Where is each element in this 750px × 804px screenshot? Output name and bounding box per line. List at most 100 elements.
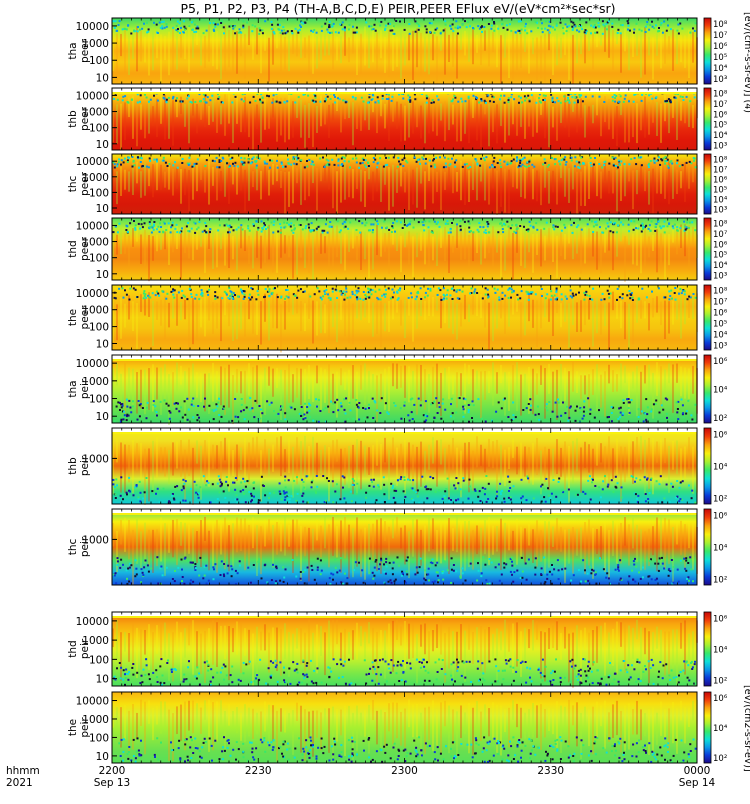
y-tick-label: 10 bbox=[96, 674, 109, 686]
y-tick-label: 10000 bbox=[76, 616, 109, 628]
colorbar-tick-label: 10⁶ bbox=[713, 357, 728, 367]
y-tick-label: 10000 bbox=[76, 358, 109, 370]
colorbar bbox=[704, 218, 711, 280]
colorbar bbox=[704, 285, 711, 350]
colorbar-tick-label: 10⁶ bbox=[713, 175, 728, 185]
colorbar bbox=[704, 355, 711, 423]
colorbar-label-peer: [eV/(cm²-s-sr-eV)] (4) bbox=[742, 12, 750, 113]
y-tick-label: 10 bbox=[96, 339, 109, 351]
colorbar-tick-label: 10⁶ bbox=[713, 431, 728, 441]
colorbar-tick-label: 10⁵ bbox=[713, 186, 727, 196]
x-tick-date-label: Sep 14 bbox=[679, 777, 716, 789]
colorbar-tick-label: 10⁷ bbox=[713, 298, 728, 308]
y-tick-label: 100 bbox=[89, 187, 109, 199]
colorbar-tick-label: 10⁴ bbox=[713, 131, 728, 141]
colorbar-tick-label: 10² bbox=[713, 575, 727, 585]
x-tick-label: 0000 bbox=[684, 765, 711, 777]
y-tick-label: 100 bbox=[89, 253, 109, 265]
y-tick-label: 10000 bbox=[76, 220, 109, 232]
colorbar-tick-label: 10³ bbox=[713, 206, 727, 216]
colorbar-tick-label: 10⁷ bbox=[713, 230, 728, 240]
y-axis-label: thepeer bbox=[67, 305, 91, 330]
colorbar-tick-label: 10⁷ bbox=[713, 31, 728, 41]
colorbar-tick-label: 10⁴ bbox=[713, 330, 728, 340]
y-tick-label: 10000 bbox=[76, 288, 109, 300]
colorbar-tick-label: 10³ bbox=[713, 142, 727, 152]
y-tick-label: 10 bbox=[96, 203, 109, 215]
colorbar-tick-label: 10⁶ bbox=[713, 614, 728, 624]
colorbar-tick-label: 10² bbox=[713, 677, 727, 687]
colorbar-tick-label: 10⁴ bbox=[713, 463, 728, 473]
y-axis-label: thapeer bbox=[67, 38, 91, 63]
colorbar-tick-label: 10⁶ bbox=[713, 694, 728, 704]
x-tick-label: 2200 bbox=[99, 765, 126, 777]
colorbar-tick-label: 10⁴ bbox=[713, 646, 728, 656]
colorbar-tick-label: 10⁷ bbox=[713, 165, 728, 175]
y-axis-label: thepeir bbox=[67, 717, 91, 738]
y-axis-label: thdpeir bbox=[67, 638, 91, 659]
colorbar bbox=[704, 428, 711, 504]
colorbar-tick-label: 10⁴ bbox=[713, 544, 728, 554]
colorbar-tick-label: 10⁶ bbox=[713, 309, 728, 319]
colorbar-tick-label: 10⁴ bbox=[713, 386, 728, 396]
x-tick-label: 2330 bbox=[537, 765, 564, 777]
y-axis-label: thcpeir bbox=[67, 536, 91, 557]
colorbar bbox=[704, 509, 711, 585]
y-tick-label: 100 bbox=[89, 654, 109, 666]
colorbar-tick-label: 10⁶ bbox=[713, 42, 728, 52]
y-axis-label: thbpeir bbox=[67, 455, 91, 476]
colorbar-tick-label: 10⁴ bbox=[713, 64, 728, 74]
y-tick-label: 100 bbox=[89, 322, 109, 334]
y-axis-label: thbpeer bbox=[67, 106, 91, 131]
colorbar bbox=[704, 612, 711, 686]
y-tick-label: 100 bbox=[89, 123, 109, 135]
y-tick-label: 10000 bbox=[76, 21, 109, 33]
colorbar-tick-label: 10⁶ bbox=[713, 110, 728, 120]
y-axis-label: thdpeer bbox=[67, 236, 91, 261]
time-axis-label-hhmm: hhmm bbox=[6, 765, 40, 777]
colorbar-tick-label: 10⁸ bbox=[713, 20, 728, 30]
y-axis-label: thapeir bbox=[67, 378, 91, 399]
colorbar-tick-label: 10⁵ bbox=[713, 121, 727, 131]
y-tick-label: 10 bbox=[96, 269, 109, 281]
colorbar-tick-label: 10⁸ bbox=[713, 89, 728, 99]
colorbar bbox=[704, 154, 711, 214]
colorbar-tick-label: 10⁵ bbox=[713, 319, 727, 329]
y-tick-label: 10 bbox=[96, 139, 109, 151]
chart-title: P5, P1, P2, P3, P4 (TH-A,B,C,D,E) PEIR,P… bbox=[180, 1, 615, 16]
x-tick-label: 2230 bbox=[245, 765, 272, 777]
y-tick-label: 100 bbox=[89, 732, 109, 744]
colorbar-tick-label: 10³ bbox=[713, 75, 727, 85]
colorbar bbox=[704, 18, 711, 84]
colorbar-tick-label: 10⁵ bbox=[713, 251, 727, 261]
y-tick-label: 10000 bbox=[76, 696, 109, 708]
y-tick-label: 10000 bbox=[76, 156, 109, 168]
spectrogram-panels: 10000100010010thapeer10⁸10⁷10⁶10⁵10⁴10³1… bbox=[67, 18, 728, 764]
y-tick-label: 100 bbox=[89, 394, 109, 406]
colorbar bbox=[704, 88, 711, 150]
colorbar-tick-label: 10⁷ bbox=[713, 100, 728, 110]
colorbar-label-peir: [eV/(cm2-s-sr-eV)] bbox=[742, 685, 750, 772]
colorbar-tick-label: 10⁴ bbox=[713, 196, 728, 206]
colorbar-tick-label: 10³ bbox=[713, 272, 727, 282]
colorbar-tick-label: 10⁴ bbox=[713, 261, 728, 271]
colorbar-tick-label: 10⁸ bbox=[713, 287, 728, 297]
time-axis-label-year: 2021 bbox=[6, 777, 33, 789]
y-tick-label: 10000 bbox=[76, 90, 109, 102]
y-axis-label: thcpeer bbox=[67, 171, 91, 196]
x-tick-date-label: Sep 13 bbox=[94, 777, 131, 789]
colorbar-tick-label: 10⁶ bbox=[713, 512, 728, 522]
colorbar-tick-label: 10⁴ bbox=[713, 724, 728, 734]
colorbar-tick-label: 10² bbox=[713, 754, 727, 764]
